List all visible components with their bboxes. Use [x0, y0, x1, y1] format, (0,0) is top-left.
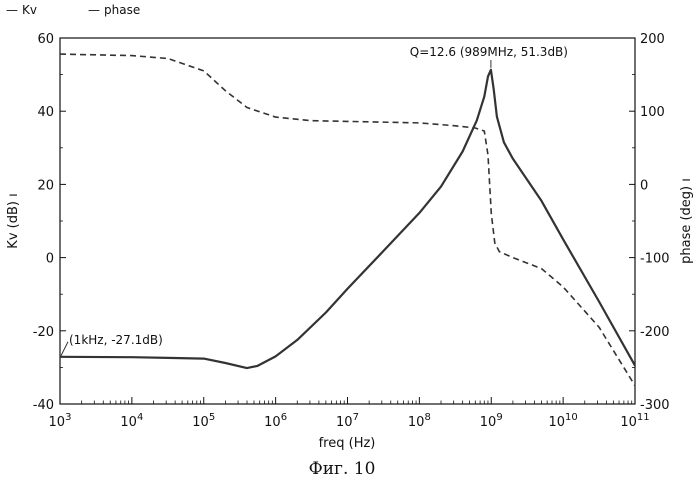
x-tick-label: 1011: [620, 412, 649, 430]
x-axis-ticks: 103 104 105 106 107 108 109 1010 1011: [49, 397, 650, 430]
legend-entry-kv: Kv: [22, 3, 37, 17]
y-left-tick-label: 20: [37, 178, 54, 193]
y-left-tick-label: 40: [37, 105, 54, 120]
y-left-tick-label: 60: [37, 32, 54, 47]
x-tick-label: 107: [336, 412, 359, 430]
y-right-tick-label: -100: [640, 252, 670, 267]
y-right-tick-label: -200: [640, 325, 670, 340]
annotation-start-leader: [61, 342, 68, 356]
annotation-start-point: (1kHz, -27.1dB): [69, 333, 163, 347]
y-left-tick-label: -20: [33, 325, 54, 340]
x-tick-label: 109: [480, 412, 503, 430]
x-tick-label: 106: [264, 412, 287, 430]
series-kv-line: [60, 70, 635, 368]
figure-caption: Фиг. 10: [309, 459, 376, 478]
y-left-tick-label: 0: [46, 252, 54, 267]
y-right-tick-label: 100: [640, 105, 665, 120]
y-right-axis-label: phase (deg) ı: [679, 178, 694, 264]
x-axis-label: freq (Hz): [319, 436, 376, 451]
x-tick-label: 1010: [548, 412, 577, 430]
legend-entry-marker-phase: —: [88, 3, 100, 17]
y-left-tick-label: -40: [33, 398, 54, 413]
x-tick-label: 105: [192, 412, 215, 430]
legend-entry-phase: phase: [104, 3, 140, 17]
legend: — Kv — phase: [6, 3, 140, 17]
x-tick-label: 103: [49, 412, 72, 430]
y-left-axis-label: Kv (dB) ı: [6, 193, 21, 248]
y-right-tick-label: 200: [640, 32, 665, 47]
annotation-peak-q: Q=12.6 (989MHz, 51.3dB): [410, 45, 568, 59]
x-tick-label: 108: [408, 412, 431, 430]
legend-entry-marker-kv: —: [6, 3, 18, 17]
y-right-tick-label: 0: [640, 178, 648, 193]
plot-frame: [60, 38, 635, 404]
y-right-tick-label: -300: [640, 398, 670, 413]
x-tick-label: 104: [120, 412, 143, 430]
